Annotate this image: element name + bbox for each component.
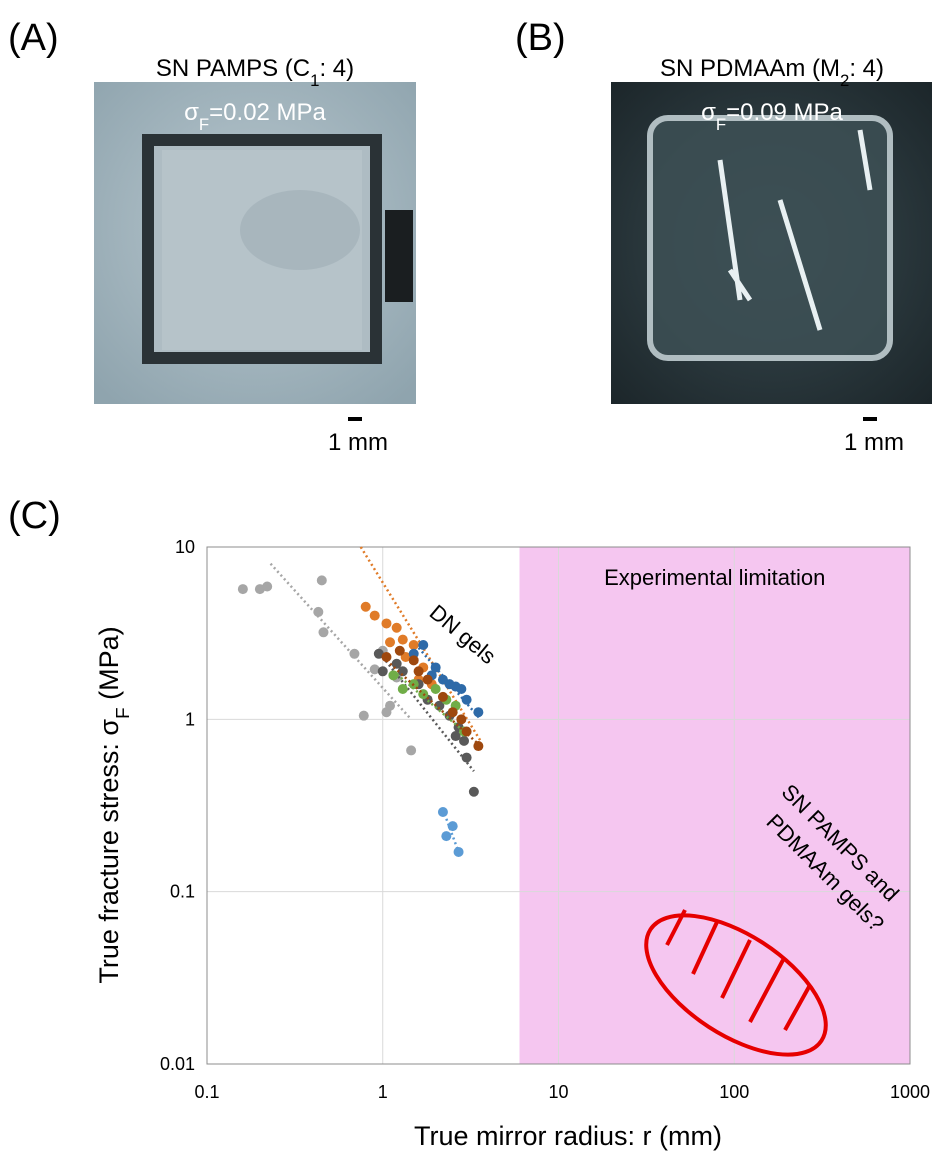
data-point: [462, 726, 472, 736]
data-point: [423, 675, 433, 685]
data-point: [414, 666, 424, 676]
data-point: [370, 611, 380, 621]
data-point: [409, 655, 419, 665]
data-point: [448, 821, 458, 831]
limitation-region: [520, 547, 910, 1064]
photo-title-part: 2: [840, 71, 849, 90]
x-tick-label: 1: [378, 1082, 388, 1102]
data-point: [392, 659, 402, 669]
photo-title-part: : 4): [849, 55, 884, 82]
data-point: [459, 736, 469, 746]
x-tick-label: 1000: [890, 1082, 930, 1102]
data-point: [398, 635, 408, 645]
data-point: [469, 787, 479, 797]
scale-label: 1 mm: [328, 429, 388, 456]
photo-a: [94, 82, 416, 404]
y-tick-label: 0.1: [170, 882, 195, 902]
data-point: [438, 807, 448, 817]
data-point: [431, 684, 441, 694]
x-tick-label: 0.1: [194, 1082, 219, 1102]
region-label: Experimental limitation: [604, 565, 825, 590]
stress-overlay-part: σ: [184, 99, 199, 126]
data-point: [462, 753, 472, 763]
stress-overlay-part: =0.09 MPa: [726, 99, 843, 126]
stress-overlay-part: σ: [701, 99, 716, 126]
data-point: [361, 602, 371, 612]
y-tick-label: 0.01: [160, 1054, 195, 1074]
scale-label: 1 mm: [844, 429, 904, 456]
data-point: [473, 707, 483, 717]
y-tick-label: 10: [175, 537, 195, 557]
y-axis-title-part: True fracture stress: σ: [94, 719, 124, 984]
data-point: [385, 637, 395, 647]
data-point: [398, 684, 408, 694]
y-axis-title-part: (MPa): [94, 626, 124, 707]
data-point: [406, 745, 416, 755]
panel-label: (C): [8, 495, 61, 537]
data-point: [318, 627, 328, 637]
data-point: [473, 741, 483, 751]
data-point: [317, 575, 327, 585]
data-point: [395, 646, 405, 656]
data-point: [462, 695, 472, 705]
x-tick-label: 10: [548, 1082, 568, 1102]
scale-bar: [863, 417, 877, 421]
data-point: [381, 652, 391, 662]
data-point: [388, 670, 398, 680]
data-point: [349, 649, 359, 659]
data-point: [313, 607, 323, 617]
panel-label: (B): [515, 17, 566, 59]
y-axis-title-part: F: [113, 707, 134, 719]
figure: (A)SN PAMPS (C1: 4)σF=0.02 MPa1 mm(B)SN …: [0, 0, 936, 1156]
data-point: [438, 675, 448, 685]
photo-b: [611, 82, 932, 404]
photo-title-part: SN PDMAAm (M: [660, 55, 840, 82]
stress-overlay-part: F: [716, 115, 726, 134]
data-point: [381, 618, 391, 628]
data-point: [238, 584, 248, 594]
data-point: [438, 692, 448, 702]
data-point: [456, 684, 466, 694]
data-point: [392, 623, 402, 633]
x-tick-label: 100: [719, 1082, 749, 1102]
data-point: [418, 640, 428, 650]
scale-bar: [348, 417, 362, 421]
data-point: [454, 847, 464, 857]
photo-title-part: : 4): [319, 55, 354, 82]
y-axis-title: True fracture stress: σF (MPa): [94, 626, 134, 983]
data-point: [359, 711, 369, 721]
data-point: [441, 831, 451, 841]
y-tick-label: 1: [185, 709, 195, 729]
data-point: [378, 666, 388, 676]
data-point: [409, 640, 419, 650]
annotation: DN gels: [425, 600, 501, 669]
stress-overlay-part: F: [199, 115, 209, 134]
photo-title-part: 1: [310, 71, 319, 90]
data-point: [262, 581, 272, 591]
data-point: [456, 714, 466, 724]
data-point: [385, 701, 395, 711]
panel-label: (A): [8, 17, 59, 59]
photo-title-part: SN PAMPS (C: [156, 55, 310, 82]
x-axis-title: True mirror radius: r (mm): [414, 1121, 722, 1151]
data-point: [448, 707, 458, 717]
stress-overlay-part: =0.02 MPa: [209, 99, 326, 126]
